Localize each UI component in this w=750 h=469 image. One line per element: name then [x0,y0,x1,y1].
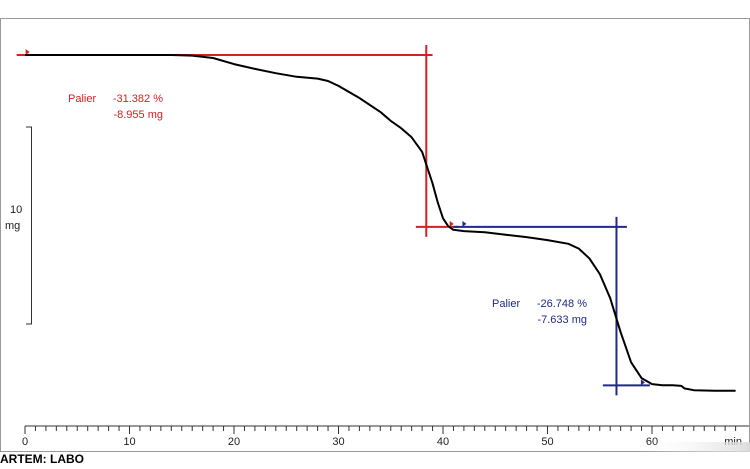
scale-bar-unit: mg [5,220,20,232]
step1-end-flag [449,220,454,227]
mass-curve [25,54,736,392]
x-tick-label: 40 [437,436,449,448]
step-labels: Palier -31.382 % -8.955 mg Palier -26.74… [68,93,587,326]
step2-mass: -7.633 mg [537,314,587,326]
step1-palier-label: Palier [68,93,96,105]
x-tick-label: 30 [332,436,344,448]
step2-percent: -26.748 % [537,298,587,310]
step1-percent: -31.382 % [113,93,163,105]
tga-chart: 0102030405060min 10 mg Palier -31.382 % … [0,18,750,452]
x-tick-label: 20 [228,436,240,448]
step-annotations [16,45,650,396]
x-tick-label: 0 [22,436,28,448]
scale-bar: 10 mg [5,126,32,325]
step2-palier-label: Palier [492,298,520,310]
x-axis: 0102030405060min [22,425,749,448]
step2-end-flag [640,379,645,386]
curves [25,54,736,392]
x-tick-label: 10 [123,436,135,448]
step2-start-flag [462,220,467,227]
scale-bar-value: 10 [10,204,22,216]
plot-frame [0,18,750,452]
x-tick-label: 50 [541,436,553,448]
footer-label: ARTEM: LABO [0,452,84,466]
step1-start-flag [25,49,30,55]
step1-mass: -8.955 mg [113,109,163,121]
corner-shade [640,442,750,452]
